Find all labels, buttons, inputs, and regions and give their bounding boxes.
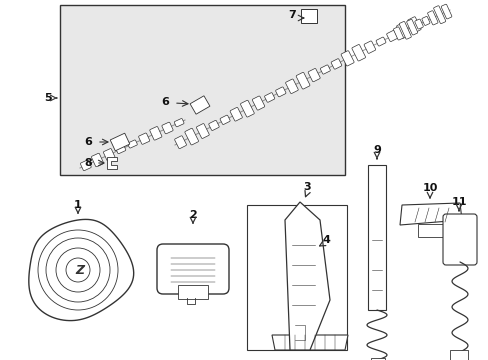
Polygon shape — [285, 202, 329, 350]
Bar — [370, 358, 384, 360]
Polygon shape — [271, 335, 347, 350]
FancyBboxPatch shape — [184, 128, 198, 145]
FancyBboxPatch shape — [386, 30, 397, 42]
Text: 10: 10 — [422, 183, 437, 193]
Polygon shape — [399, 203, 461, 225]
Text: 8: 8 — [84, 158, 92, 168]
Text: 7: 7 — [287, 10, 295, 20]
FancyBboxPatch shape — [406, 19, 417, 35]
FancyBboxPatch shape — [174, 118, 183, 127]
Polygon shape — [29, 219, 133, 321]
FancyBboxPatch shape — [138, 133, 149, 144]
FancyBboxPatch shape — [91, 153, 103, 167]
Text: 2: 2 — [189, 210, 197, 220]
FancyBboxPatch shape — [330, 59, 341, 69]
Bar — [367, 165, 385, 310]
FancyBboxPatch shape — [157, 244, 228, 294]
FancyBboxPatch shape — [220, 115, 230, 125]
FancyBboxPatch shape — [190, 96, 209, 114]
FancyBboxPatch shape — [301, 9, 316, 23]
FancyBboxPatch shape — [364, 41, 375, 53]
Text: Z: Z — [75, 265, 84, 278]
FancyBboxPatch shape — [296, 72, 309, 89]
Bar — [449, 350, 467, 360]
FancyBboxPatch shape — [433, 6, 445, 24]
Text: 5: 5 — [44, 93, 52, 103]
FancyBboxPatch shape — [375, 37, 385, 46]
FancyBboxPatch shape — [440, 4, 451, 19]
FancyBboxPatch shape — [80, 160, 91, 171]
FancyBboxPatch shape — [162, 122, 173, 134]
FancyBboxPatch shape — [178, 285, 207, 299]
FancyBboxPatch shape — [351, 45, 365, 61]
FancyBboxPatch shape — [196, 123, 209, 139]
FancyBboxPatch shape — [341, 51, 353, 66]
FancyBboxPatch shape — [407, 17, 420, 33]
FancyBboxPatch shape — [414, 19, 423, 29]
Text: 4: 4 — [322, 235, 329, 245]
FancyBboxPatch shape — [110, 133, 129, 151]
Text: 6: 6 — [84, 137, 92, 147]
FancyBboxPatch shape — [396, 22, 409, 38]
Bar — [60, 5, 345, 175]
FancyBboxPatch shape — [230, 107, 242, 121]
Text: 9: 9 — [372, 145, 380, 155]
FancyBboxPatch shape — [252, 96, 264, 110]
FancyBboxPatch shape — [320, 65, 330, 74]
Polygon shape — [107, 157, 117, 169]
FancyBboxPatch shape — [103, 149, 115, 161]
FancyBboxPatch shape — [264, 93, 274, 102]
FancyBboxPatch shape — [393, 27, 403, 40]
Text: 11: 11 — [450, 197, 466, 207]
Bar — [246, 205, 346, 350]
Text: 3: 3 — [303, 182, 310, 192]
FancyBboxPatch shape — [399, 22, 410, 39]
Text: 1: 1 — [74, 200, 81, 210]
Bar — [417, 224, 445, 237]
FancyBboxPatch shape — [174, 136, 186, 149]
FancyBboxPatch shape — [240, 100, 254, 117]
FancyBboxPatch shape — [149, 127, 162, 140]
FancyBboxPatch shape — [442, 214, 476, 265]
Text: 6: 6 — [161, 97, 168, 107]
FancyBboxPatch shape — [275, 87, 285, 97]
FancyBboxPatch shape — [208, 120, 219, 131]
FancyBboxPatch shape — [127, 140, 137, 148]
FancyBboxPatch shape — [307, 68, 320, 82]
FancyBboxPatch shape — [427, 11, 437, 25]
FancyBboxPatch shape — [116, 145, 125, 154]
FancyBboxPatch shape — [285, 79, 298, 94]
FancyBboxPatch shape — [421, 17, 429, 26]
